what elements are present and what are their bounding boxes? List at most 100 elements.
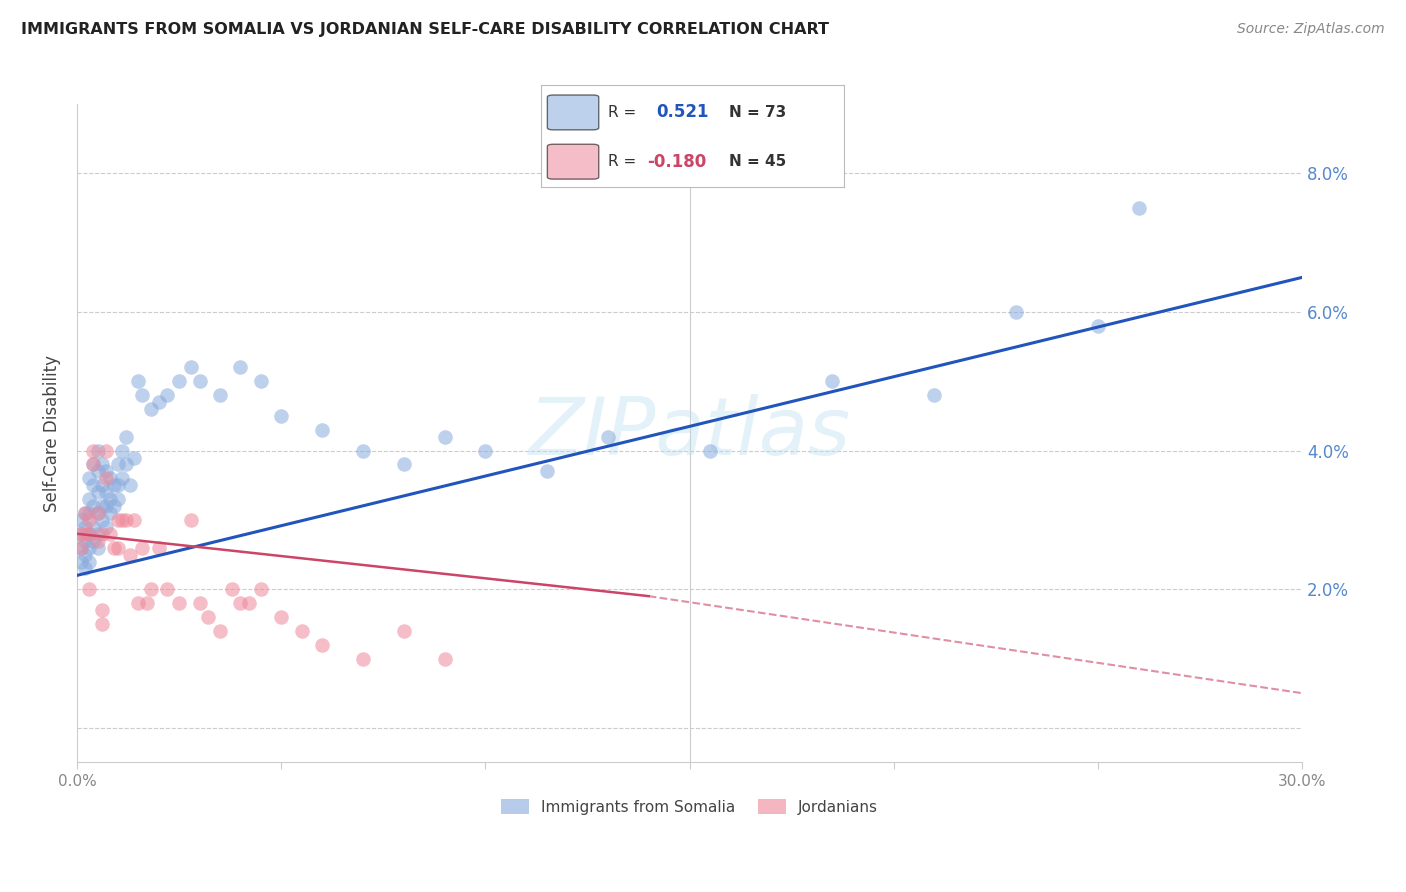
Point (98, 471, 121, 485)
Point (107, 541, 129, 555)
Point (115, 458, 138, 472)
Point (131, 541, 153, 555)
Point (139, 402, 162, 417)
Legend: Immigrants from Somalia, Jordanians: Immigrants from Somalia, Jordanians (495, 792, 884, 821)
Point (148, 541, 170, 555)
Point (90, 616, 112, 631)
Point (82, 478, 104, 492)
Text: R =: R = (607, 105, 636, 120)
Point (90, 526, 112, 541)
Point (111, 513, 134, 527)
Point (79, 471, 101, 485)
Point (70, 541, 93, 555)
Point (311, 638, 333, 652)
Point (311, 423, 333, 437)
Point (94, 471, 117, 485)
Point (115, 430, 138, 444)
Point (270, 610, 292, 624)
Point (122, 450, 145, 465)
Point (82, 520, 104, 534)
Point (94, 465, 117, 479)
Point (86, 465, 108, 479)
Point (82, 443, 104, 458)
Point (167, 375, 190, 389)
Point (103, 541, 125, 555)
Point (82, 458, 104, 472)
Point (270, 409, 292, 423)
Point (127, 596, 149, 610)
Point (1005, 305, 1028, 319)
FancyBboxPatch shape (547, 145, 599, 179)
Point (433, 651, 456, 665)
Point (238, 596, 260, 610)
Point (352, 651, 374, 665)
Point (474, 443, 496, 458)
Point (75, 561, 97, 575)
Point (103, 499, 125, 513)
Point (90, 458, 112, 472)
Point (250, 582, 273, 597)
Point (90, 603, 112, 617)
Point (86, 533, 108, 548)
Point (86, 506, 108, 520)
Point (70, 526, 93, 541)
Point (131, 388, 153, 402)
Point (79, 492, 101, 507)
Point (122, 513, 145, 527)
Point (188, 375, 211, 389)
Point (180, 513, 202, 527)
Point (1087, 318, 1109, 333)
Point (79, 506, 101, 520)
Point (90, 499, 112, 513)
Point (208, 388, 231, 402)
Point (79, 541, 101, 555)
Point (433, 430, 456, 444)
Point (536, 465, 558, 479)
Point (70, 513, 93, 527)
Point (197, 610, 219, 624)
Point (98, 526, 121, 541)
Point (352, 443, 374, 458)
Text: R =: R = (607, 154, 636, 169)
Point (82, 458, 104, 472)
Point (79, 554, 101, 568)
Point (221, 582, 243, 597)
Point (94, 520, 117, 534)
Point (167, 596, 190, 610)
Point (135, 596, 157, 610)
Point (107, 458, 129, 472)
Text: -0.180: -0.180 (647, 153, 706, 170)
Point (111, 471, 134, 485)
Text: Source: ZipAtlas.com: Source: ZipAtlas.com (1237, 22, 1385, 37)
Point (70, 526, 93, 541)
Point (75, 506, 97, 520)
Point (94, 499, 117, 513)
Point (229, 360, 252, 375)
Point (86, 443, 108, 458)
Point (79, 513, 101, 527)
Point (127, 375, 149, 389)
Point (392, 624, 415, 638)
Point (98, 492, 121, 507)
Point (79, 526, 101, 541)
Point (229, 596, 252, 610)
Point (86, 541, 108, 555)
Text: ZIPatlas: ZIPatlas (529, 394, 851, 473)
Point (188, 596, 211, 610)
Point (90, 478, 112, 492)
Point (70, 541, 93, 555)
Point (79, 582, 101, 597)
Point (120, 478, 142, 492)
Point (86, 485, 108, 500)
Point (79, 526, 101, 541)
Point (98, 506, 121, 520)
Point (82, 499, 104, 513)
Point (75, 520, 97, 534)
Point (250, 375, 273, 389)
Point (120, 548, 142, 562)
Point (180, 360, 202, 375)
Point (156, 582, 179, 597)
Point (596, 430, 619, 444)
Point (115, 513, 138, 527)
Point (208, 624, 231, 638)
